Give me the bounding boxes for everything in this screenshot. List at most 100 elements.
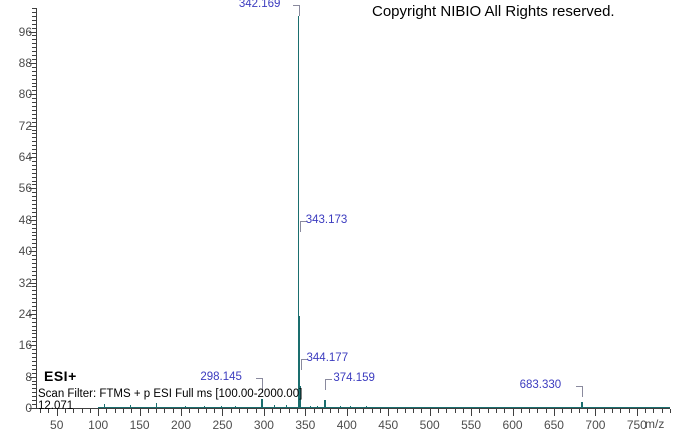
- y-axis-minor-tick: [32, 58, 36, 60]
- y-axis-minor-tick: [32, 364, 36, 366]
- y-axis-tick-label: 88: [18, 55, 32, 70]
- y-axis-minor-tick: [32, 341, 36, 343]
- y-axis-minor-tick: [32, 321, 36, 323]
- x-axis-minor-tick: [545, 409, 547, 413]
- y-axis-minor-tick: [32, 404, 36, 406]
- x-axis-major-tick: [471, 409, 473, 416]
- y-axis-tick-label: 32: [18, 275, 32, 290]
- spectrum-peak: [580, 401, 583, 408]
- y-axis-minor-tick: [32, 302, 36, 304]
- x-axis-minor-tick: [413, 409, 415, 413]
- x-axis-minor-tick: [379, 409, 381, 413]
- y-axis-major-tick: [29, 62, 36, 64]
- x-axis-major-tick: [388, 409, 390, 416]
- x-axis-tick-label: 700: [585, 418, 606, 432]
- y-axis-major-tick: [29, 313, 36, 315]
- x-axis-minor-tick: [164, 409, 166, 413]
- copyright-notice: Copyright NIBIO All Rights reserved.: [372, 3, 615, 20]
- x-axis-minor-tick: [454, 409, 456, 413]
- y-axis-tick-label: 16: [18, 338, 32, 353]
- spectrum-peak: [129, 405, 131, 408]
- x-axis-title: m/z: [645, 417, 665, 431]
- x-axis-minor-tick: [371, 409, 373, 413]
- y-axis-minor-tick: [32, 384, 36, 386]
- y-axis-minor-tick: [32, 317, 36, 319]
- y-axis-minor-tick: [32, 396, 36, 398]
- x-axis-tick-label: 50: [50, 418, 64, 432]
- x-axis-tick-label: 550: [461, 418, 482, 432]
- x-axis-minor-tick: [239, 409, 241, 413]
- x-axis-minor-tick: [172, 409, 174, 413]
- x-axis-minor-tick: [214, 409, 216, 413]
- y-axis-minor-tick: [32, 388, 36, 390]
- y-axis-major-tick: [29, 188, 36, 190]
- y-axis-minor-tick: [32, 39, 36, 41]
- y-axis-minor-tick: [32, 333, 36, 335]
- y-axis-minor-tick: [32, 196, 36, 198]
- x-axis-tick-label: 500: [419, 418, 440, 432]
- y-axis-minor-tick: [32, 66, 36, 68]
- x-axis-minor-tick: [313, 409, 315, 413]
- x-axis-minor-tick: [106, 409, 108, 413]
- peak-annotation-label: 374.159: [333, 372, 375, 385]
- x-axis-minor-tick: [396, 409, 398, 413]
- y-axis-minor-tick: [32, 329, 36, 331]
- x-axis-major-tick: [56, 409, 58, 416]
- y-axis-minor-tick: [32, 266, 36, 268]
- x-axis-tick-label: 600: [502, 418, 523, 432]
- y-axis-tick-label: 56: [18, 181, 32, 196]
- y-axis-minor-tick: [32, 27, 36, 29]
- y-axis-minor-tick: [32, 200, 36, 202]
- x-axis-major-tick: [139, 409, 141, 416]
- x-axis-major-tick: [181, 409, 183, 416]
- x-axis-minor-tick: [89, 409, 91, 413]
- y-axis-minor-tick: [32, 258, 36, 260]
- y-axis-minor-tick: [32, 235, 36, 237]
- x-axis-minor-tick: [363, 409, 365, 413]
- peak-annotation-bracket: [292, 4, 300, 16]
- x-axis-minor-tick: [40, 409, 42, 413]
- y-axis-major-tick: [29, 31, 36, 33]
- x-axis-major-tick: [98, 409, 100, 416]
- x-axis-minor-tick: [189, 409, 191, 413]
- x-axis-major-tick: [512, 409, 514, 416]
- y-axis-minor-tick: [32, 278, 36, 280]
- y-axis-minor-tick: [32, 149, 36, 151]
- x-axis-minor-tick: [495, 409, 497, 413]
- spectrum-peak: [203, 406, 205, 408]
- y-axis-minor-tick: [32, 70, 36, 72]
- x-axis-minor-tick: [537, 409, 539, 413]
- y-axis-minor-tick: [32, 106, 36, 108]
- y-axis-tick-label: 80: [18, 87, 32, 102]
- y-axis-minor-tick: [32, 286, 36, 288]
- y-axis-minor-tick: [32, 86, 36, 88]
- spectrum-peak: [184, 405, 186, 408]
- y-axis-minor-tick: [32, 184, 36, 186]
- y-axis-minor-tick: [32, 349, 36, 351]
- spectrum-peak: [317, 406, 319, 408]
- peak-annotation-label: 344.177: [306, 352, 349, 365]
- x-axis-tick-label: 200: [171, 418, 192, 432]
- x-axis-minor-tick: [114, 409, 116, 413]
- x-axis-minor-tick: [288, 409, 290, 413]
- x-axis-minor-tick: [355, 409, 357, 413]
- y-axis-minor-tick: [32, 255, 36, 257]
- x-axis-minor-tick: [338, 409, 340, 413]
- spectrum-baseline: [98, 407, 670, 408]
- y-axis-minor-tick: [32, 274, 36, 276]
- y-axis-tick-label: 40: [18, 244, 32, 259]
- y-axis-minor-tick: [32, 360, 36, 362]
- y-axis-minor-tick: [32, 129, 36, 131]
- x-axis-minor-tick: [65, 409, 66, 413]
- x-axis-tick-label: 150: [129, 418, 150, 432]
- peak-annotation-label: 342.169: [238, 0, 281, 10]
- y-axis-tick-label: 48: [18, 212, 32, 227]
- y-axis-minor-tick: [32, 15, 36, 17]
- x-axis-minor-tick: [661, 409, 663, 413]
- y-axis-minor-tick: [32, 239, 36, 241]
- y-axis-major-tick: [29, 408, 36, 409]
- x-axis-major-tick: [346, 409, 348, 416]
- peak-annotation-label: 683.330: [519, 378, 562, 391]
- y-axis-minor-tick: [32, 121, 36, 123]
